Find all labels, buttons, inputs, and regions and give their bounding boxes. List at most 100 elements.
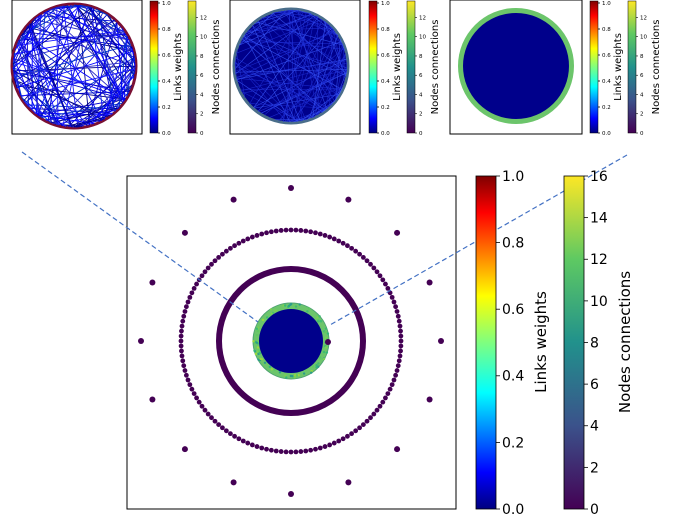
ring-node [268,447,274,453]
ring-node [340,436,346,442]
inset-2-link [278,11,332,28]
inset-2-link [273,9,297,14]
ring-node [240,238,246,244]
main-panel [126,175,457,510]
ring-node [395,363,401,369]
inset-1-link [62,6,89,127]
ring-node [380,399,386,405]
inset-3-nodes-connections-tick-label: 0 [640,131,644,137]
links-weights-ticks: 0.0 0.2 0.4 0.6 0.8 1.0 [496,169,524,518]
inset-3-nodes-connections-tick-label: 12 [640,15,647,21]
connected-node [252,340,255,343]
ring-node [377,273,383,279]
inset-2-nodes-connections-ticks: 0 2 4 6 8 10 12 [415,15,426,137]
inset-1-link [20,91,130,97]
ring-node [245,236,251,242]
inset-3-links-weights-tick-label: 0.2 [602,105,611,111]
inset-3-nodes-connections-tick-label: 4 [640,92,644,98]
connected-node [289,374,293,378]
ring-node [298,449,304,454]
inset-3-links-weights-tick-label: 0.0 [602,131,611,137]
connected-node [293,376,297,379]
inset-2-link [288,9,339,97]
inset-2-link [291,10,293,122]
ring-node [202,269,208,275]
ring-node [236,436,242,442]
ring-node [368,261,373,267]
inset-1-link [68,59,135,128]
inset-1-link [45,11,132,89]
ring-node [249,234,255,240]
inset-3-nodes-connections-tick-label: 2 [640,112,644,118]
nodes-connections-tick-label: 6 [590,377,599,393]
nodes-connections-tick-label: 8 [590,335,599,351]
inset-1-link [38,114,95,124]
inset-1-link [49,12,104,123]
connected-node [256,346,260,349]
ring-node [189,290,195,296]
ring-node [395,313,401,319]
inset-2-link [306,101,335,121]
ring-node [298,228,304,233]
connected-node [257,358,260,361]
ring-node [391,377,397,383]
links-weights-colorbar [475,175,497,510]
ring-node [398,343,404,349]
ring-node [385,391,391,396]
isolated-node [181,229,188,236]
inset-2-link [240,41,343,45]
ring-node [183,372,189,378]
inset-1-link [123,36,128,101]
ring-node [212,418,218,424]
ring-node [398,333,404,339]
connected-node [298,303,301,306]
links-weights-tick-label: 1.0 [502,169,524,185]
connected-node [259,357,262,361]
ring-node [245,440,251,446]
inset-2-link [294,31,336,122]
inset-1-links-weights-ticks: 0.0 0.2 0.4 0.6 0.8 1.0 [158,1,171,137]
inset-2-link [243,35,291,123]
ring-node [181,313,187,319]
ring-node [313,446,318,452]
inset-1-link [121,27,135,55]
connected-node [322,350,326,354]
inset-1-link [20,36,42,118]
ring-node [283,227,289,233]
inset-2-link [247,30,347,77]
inset-1-link [77,5,91,126]
isolated-node [345,479,352,486]
ring-node [380,277,386,283]
ring-node [179,323,185,329]
connected-node [311,365,315,368]
inset-1-nodes-connections-tick-label: 4 [200,92,204,98]
inset-1-link [12,15,41,60]
inset-3-nodes-connections-colorbar [627,0,637,134]
inset-2-nodes-connections-tick-label: 2 [419,112,423,118]
inset-1-link [126,55,135,97]
inset-3-links-weights-ticks: 0.0 0.2 0.4 0.6 0.8 1.0 [598,1,611,137]
ring-node [303,228,309,234]
isolated-node [230,479,237,486]
inset-2-links-weights-tick-label: 1.0 [381,1,390,7]
ring-node [389,294,395,300]
inset-2-link [236,49,238,54]
inset-2-links-weights-tick-label: 0.8 [381,27,390,33]
ring-node [283,449,289,455]
inset-1-link [20,18,36,38]
inset-2-link [234,56,237,62]
inset-1-link [89,6,136,73]
inset-3-nodes-connections-ticks: 0 2 4 6 8 10 12 [636,15,647,137]
inset-1-links-weights-label: Links weights [173,33,184,101]
ring-node [178,333,184,339]
inset-2-link [282,12,307,122]
inset-1-link [67,5,125,101]
ring-node [317,231,323,237]
inset-1-link [12,70,64,127]
inset-2-link [253,16,319,108]
connected-node [258,352,262,355]
dotted-ring [178,227,404,455]
ring-node [396,318,402,324]
ring-node [288,449,294,455]
inset-1-link [13,52,15,77]
